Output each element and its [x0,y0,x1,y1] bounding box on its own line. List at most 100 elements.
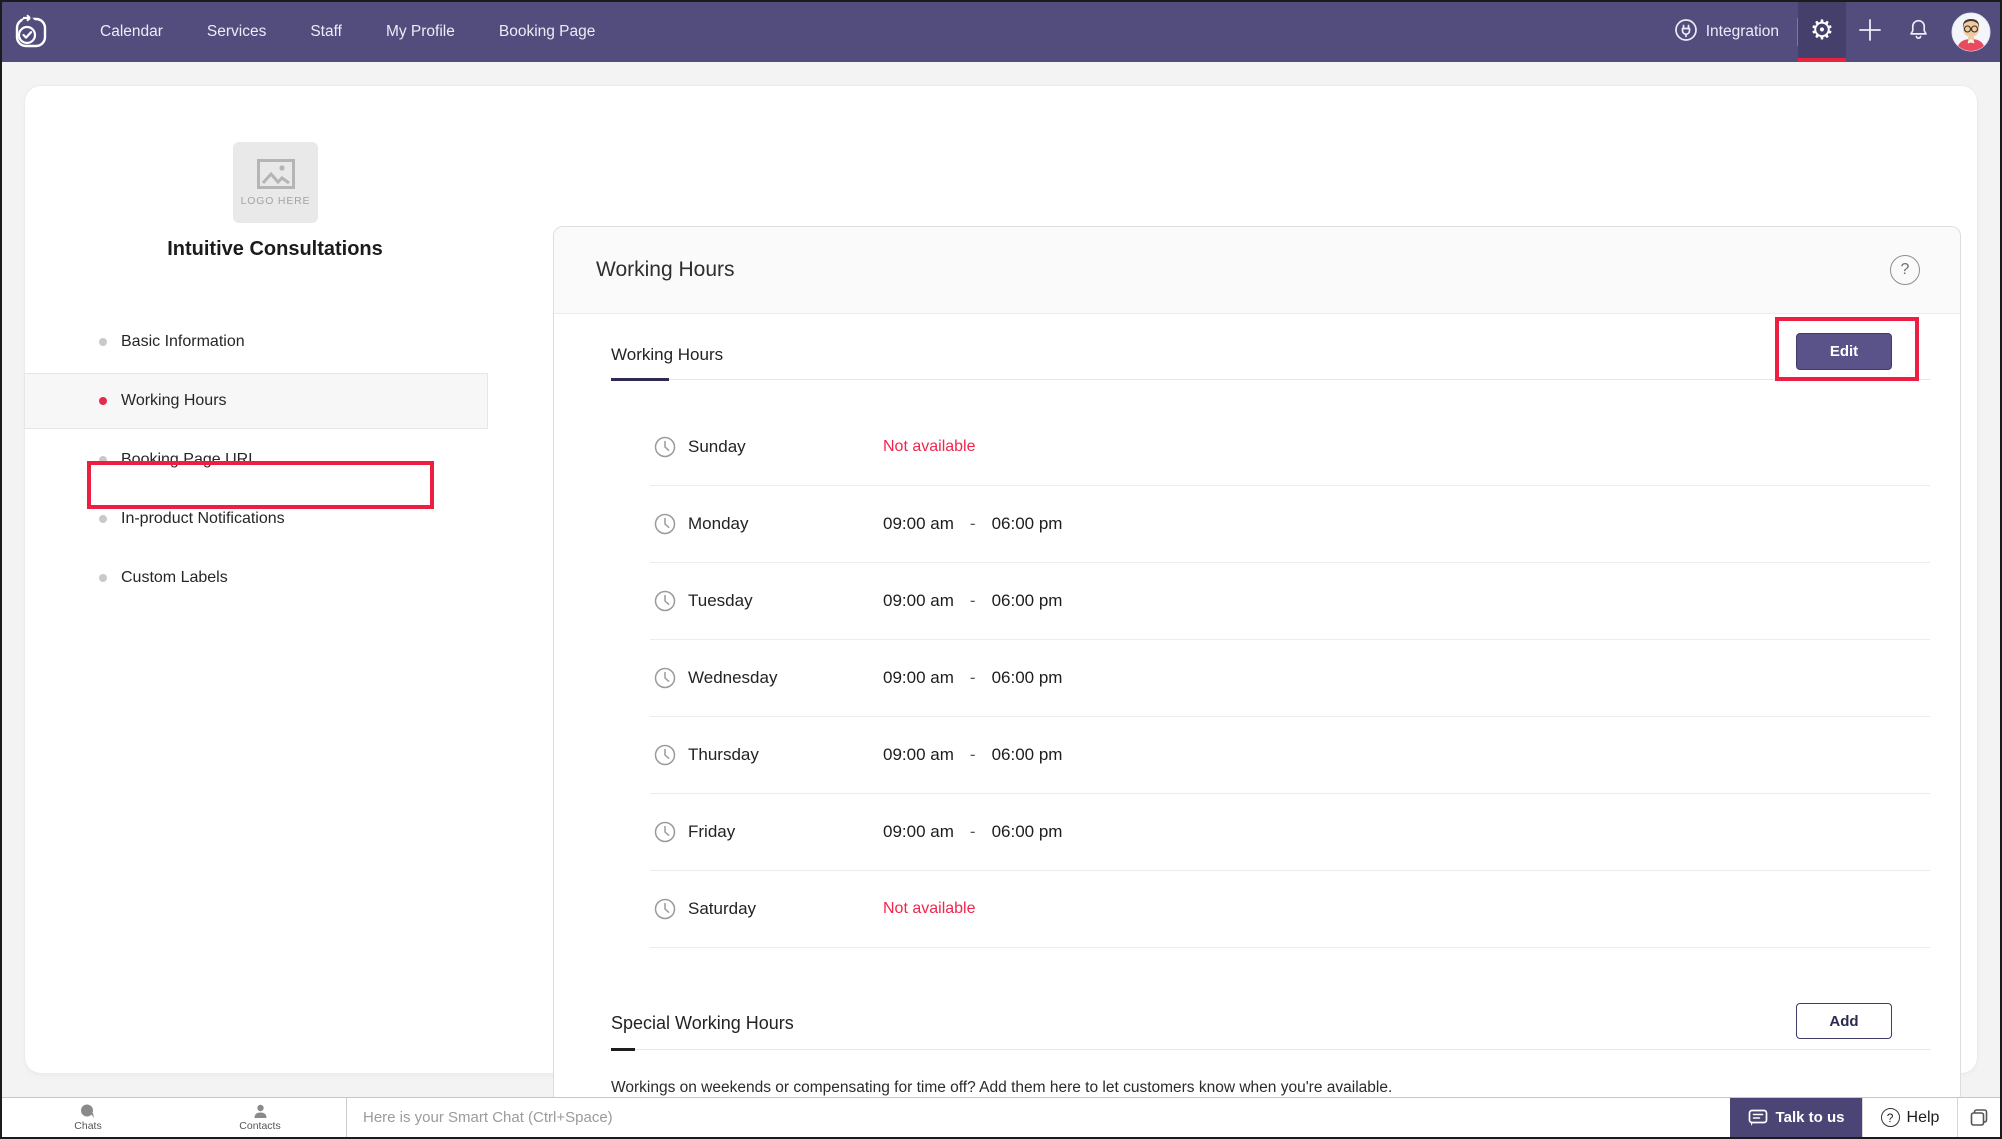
image-placeholder-icon [256,158,295,189]
day-times: 09:00 am - 06:00 pm [883,822,1062,842]
user-avatar[interactable] [1942,2,2000,62]
bullet-icon [99,455,107,464]
talk-to-us-chat-icon [1748,1109,1767,1126]
bottom-bar-divider [346,1098,347,1137]
day-end-time: 06:00 pm [991,668,1063,687]
content-panel: LOGO HERE Intuitive Consultations Basic … [25,86,1977,1104]
tab-divider-line [611,379,1930,380]
notifications-button[interactable] [1894,2,1942,62]
working-hours-card: Working Hours ? Working Hours Edit Sunda… [553,226,1961,1104]
navbar-item[interactable]: Calendar [100,23,163,40]
integration-button[interactable]: Integration [1656,2,1797,62]
edit-button[interactable]: Edit [1796,333,1892,370]
bell-icon [1906,17,1931,47]
sidebar-item-label: Basic Information [121,332,245,350]
navbar-menu: Calendar Services Staff My Profile Booking P… [78,2,617,62]
navbar-item[interactable]: My Profile [385,23,455,40]
gear-icon: ⚙ [1809,14,1835,45]
integration-plug-icon [1674,18,1698,47]
day-start-time: 09:00 am [883,745,954,764]
day-name: Thursday [688,745,759,764]
bottom-bar: Chats Contacts Talk to us ? Help [2,1097,2000,1137]
day-times: 09:00 am - 06:00 pm [883,514,1062,534]
working-hours-day-row: Monday 09:00 am - 06:00 pm [650,486,1930,563]
copy-pages-icon [1970,1108,1988,1126]
special-working-hours-description: Workings on weekends or compensating for… [611,1079,1393,1096]
day-end-time: 06:00 pm [991,514,1063,533]
tab-working-hours[interactable]: Working Hours [611,345,724,364]
day-name: Monday [688,514,749,533]
bullet-icon [99,396,107,405]
add-button[interactable]: Add [1796,1003,1892,1039]
top-navbar: Calendar Services Staff My Profile Booking P… [2,2,2000,62]
navbar-item[interactable]: Services [206,23,267,40]
navbar-item[interactable]: Staff [310,23,342,40]
talk-to-us-button[interactable]: Talk to us [1730,1098,1862,1137]
help-icon[interactable]: ? [1890,255,1920,285]
sidebar-item-label: In-product Notifications [121,509,285,527]
talk-to-us-label: Talk to us [1775,1109,1845,1126]
help-button[interactable]: ? Help [1862,1098,1958,1137]
time-separator: - [969,822,976,841]
business-name: Intuitive Consultations [167,238,383,260]
smart-chat-input[interactable] [347,1108,1730,1127]
chats-tab[interactable]: Chats [2,1098,174,1137]
sidebar-item[interactable]: Basic Information [25,312,525,371]
day-name: Tuesday [688,591,753,610]
day-end-time: 06:00 pm [991,822,1063,841]
help-circle-icon: ? [1880,1108,1900,1127]
sidebar-nav: Basic Information Working Hours Booking … [25,312,525,607]
bullet-icon [99,514,107,523]
day-name: Sunday [688,437,746,456]
clock-icon [654,590,676,612]
sidebar-item-label: Booking Page URL [121,450,258,468]
day-name: Friday [688,822,736,841]
day-end-time: 06:00 pm [991,591,1063,610]
time-separator: - [969,745,976,764]
settings-button[interactable]: ⚙ [1798,2,1846,62]
navbar-right: Integration ⚙ [1656,2,2000,62]
sidebar-item[interactable]: In-product Notifications [25,489,525,548]
page-title: Working Hours [596,258,735,281]
logo-placeholder-label: LOGO HERE [240,194,311,207]
sidebar-item-label: Working Hours [121,391,227,409]
working-hours-day-row: Friday 09:00 am - 06:00 pm [650,794,1930,871]
clock-icon [654,513,676,535]
navbar-spacer [617,2,1655,62]
special-working-hours-title: Special Working Hours [611,1013,794,1033]
pages-button[interactable] [1958,1098,2000,1137]
working-hours-day-row: Thursday 09:00 am - 06:00 pm [650,717,1930,794]
bookings-logo-icon[interactable] [2,2,60,62]
sidebar-item-label: Custom Labels [121,568,228,586]
clock-icon [654,667,676,689]
contacts-label: Contacts [239,1119,281,1132]
chats-label: Chats [74,1119,102,1132]
clock-icon [654,744,676,766]
sidebar-item[interactable]: Booking Page URL [25,430,525,489]
bullet-icon [99,573,107,582]
time-separator: - [969,668,976,687]
day-start-time: 09:00 am [883,822,954,841]
sidebar-item-active[interactable]: Working Hours [25,373,487,428]
day-times: 09:00 am - 06:00 pm [883,668,1062,688]
add-new-button[interactable] [1846,2,1894,62]
day-end-time: 06:00 pm [991,745,1063,764]
day-times: 09:00 am - 06:00 pm [883,591,1062,611]
contacts-tab[interactable]: Contacts [174,1098,346,1137]
sidebar-item[interactable]: Custom Labels [25,548,525,607]
navbar-item[interactable]: Booking Page [498,23,596,40]
day-status: Not available [883,438,976,455]
logo-placeholder[interactable]: LOGO HERE [233,142,318,223]
chats-icon [80,1104,94,1118]
card-header: Working Hours ? [554,227,1960,314]
clock-icon [654,898,676,920]
special-title-underline [611,1048,635,1051]
tab-active-underline [611,378,669,381]
working-hours-day-row: Tuesday 09:00 am - 06:00 pm [650,563,1930,640]
day-start-time: 09:00 am [883,514,954,533]
special-divider-line [611,1049,1930,1050]
contacts-icon [254,1104,266,1118]
help-label: Help [1906,1108,1940,1126]
plus-icon [1857,17,1883,48]
